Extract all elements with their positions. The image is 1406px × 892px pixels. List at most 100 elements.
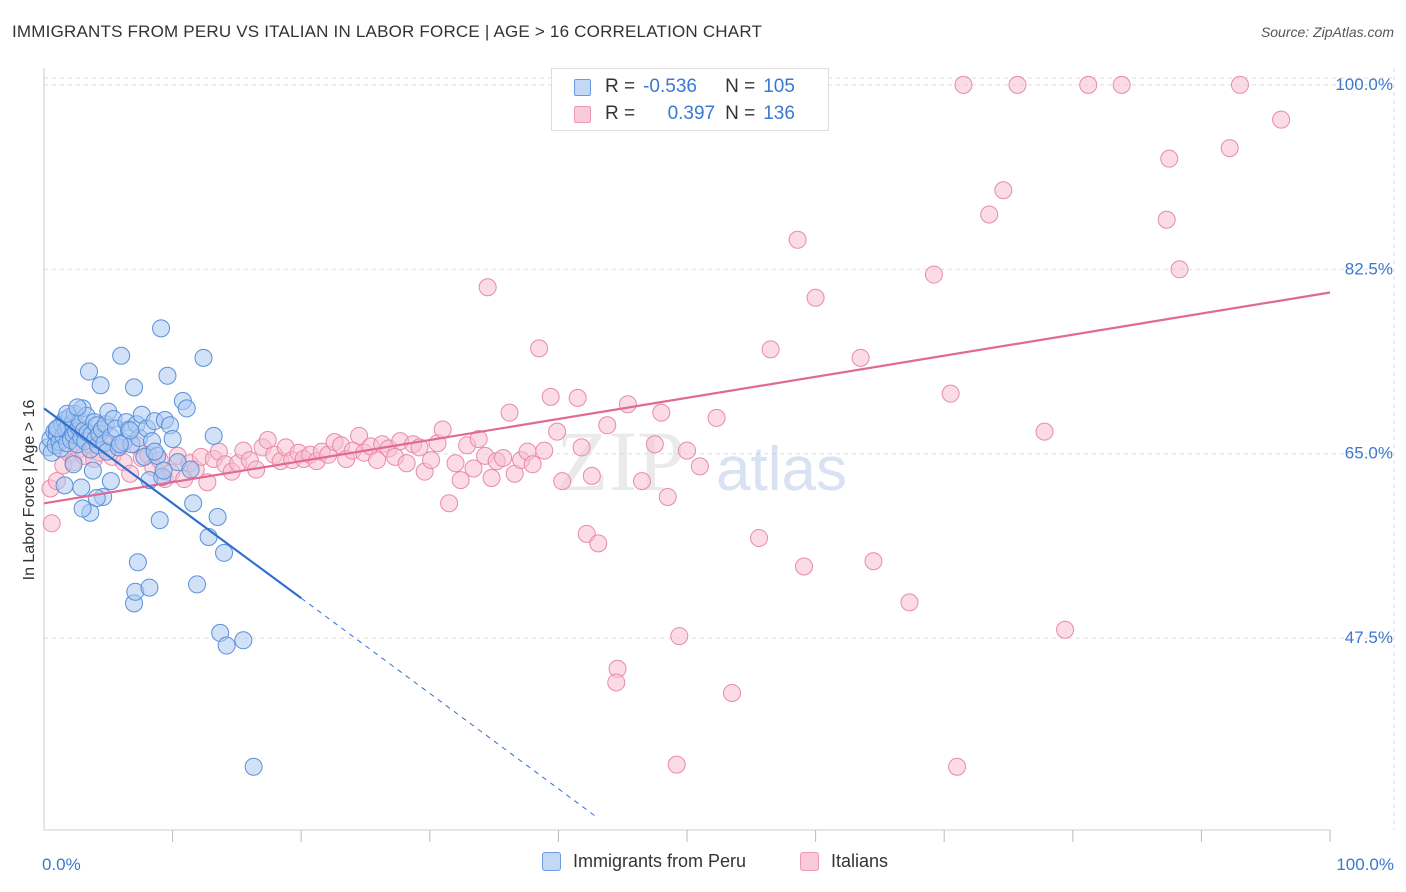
italians-point — [788, 230, 807, 249]
italians-point — [572, 438, 591, 457]
peru-point — [47, 419, 66, 438]
italians-point — [433, 420, 452, 439]
y-tick-label: 82.5% — [1345, 259, 1393, 278]
peru-point — [145, 442, 164, 461]
legend-peru-swatch — [542, 852, 561, 871]
italians-point — [1230, 75, 1249, 94]
peru-point — [217, 636, 236, 655]
italians-point — [761, 340, 780, 359]
italians-point — [553, 472, 572, 491]
italians-point — [440, 494, 459, 513]
correlation-legend: R = -0.536 N = 105 R = 0.397 N = 136 — [551, 68, 829, 131]
italians-point — [667, 755, 686, 774]
trend-lines — [43, 291, 1331, 818]
italians-point — [541, 387, 560, 406]
peru-point — [87, 489, 106, 508]
italians-point — [582, 466, 601, 485]
italians-point — [980, 205, 999, 224]
italians-point — [690, 457, 709, 476]
peru-point — [188, 575, 207, 594]
italians-point — [482, 468, 501, 487]
italians-point — [422, 451, 441, 470]
peru-point — [181, 460, 200, 479]
italians-point — [1220, 139, 1239, 158]
italians-point — [535, 441, 554, 460]
peru-point — [110, 435, 129, 454]
italians-point — [658, 487, 677, 506]
italians-point — [598, 416, 617, 435]
peru-point — [234, 631, 253, 650]
italians-point — [1112, 75, 1131, 94]
peru-point — [215, 543, 234, 562]
italians-point — [948, 757, 967, 776]
peru-r-value: -0.536 — [643, 76, 697, 97]
legend-italians-label: Italians — [831, 851, 889, 871]
watermark-atlas: atlas — [716, 435, 847, 504]
y-tick-label: 47.5% — [1345, 628, 1393, 647]
legend-row-peru: R = -0.536 N = 105 — [574, 75, 795, 99]
italians-point — [924, 265, 943, 284]
italians-trend-line — [43, 291, 1331, 505]
italians-point — [42, 514, 61, 533]
italians-point — [607, 673, 626, 692]
italians-point — [795, 557, 814, 576]
italians-point — [632, 472, 651, 491]
x-tick-label: 0.0% — [42, 855, 81, 874]
peru-point — [177, 399, 196, 418]
peru-point — [72, 478, 91, 497]
italians-point — [994, 181, 1013, 200]
peru-point — [125, 378, 144, 397]
italians-point — [478, 278, 497, 297]
italians-point — [954, 75, 973, 94]
legend-peru-label: Immigrants from Peru — [573, 851, 747, 871]
italians-point — [1170, 260, 1189, 279]
peru-point — [158, 366, 177, 385]
legend-item-italians[interactable]: Italians — [800, 851, 888, 872]
peru-point — [208, 507, 227, 526]
italians-point — [750, 529, 769, 548]
italians-point — [1079, 75, 1098, 94]
peru-point — [140, 578, 159, 597]
italians-point — [707, 408, 726, 427]
italians-point — [523, 455, 542, 474]
peru-point — [101, 472, 120, 491]
italians-point — [568, 388, 587, 407]
peru-point — [152, 319, 171, 338]
italians-point — [464, 459, 483, 478]
italians-r-value: 0.397 — [667, 103, 716, 124]
italians-point — [806, 288, 825, 307]
peru-point — [150, 511, 169, 530]
italians-point — [530, 339, 549, 358]
peru-point — [121, 421, 140, 440]
peru-point — [55, 476, 74, 495]
italians-n-value: 136 — [763, 103, 795, 124]
italians-point — [864, 552, 883, 571]
italians-point — [451, 471, 470, 490]
source-credit: Source: ZipAtlas.com — [1260, 24, 1394, 40]
italians-point — [652, 403, 671, 422]
peru-point — [204, 426, 223, 445]
y-tick-label: 100.0% — [1335, 75, 1393, 94]
italians-point — [723, 683, 742, 702]
peru-r-label: R = — [605, 76, 636, 97]
peru-n-label: N = — [725, 76, 756, 97]
italians-point — [1056, 620, 1075, 639]
legend-item-peru[interactable]: Immigrants from Peru — [542, 851, 746, 872]
chart-title: IMMIGRANTS FROM PERU VS ITALIAN IN LABOR… — [12, 22, 763, 41]
italians-swatch — [574, 105, 591, 123]
italians-point — [670, 627, 689, 646]
italians-point — [548, 422, 567, 441]
legend-italians-swatch — [800, 852, 819, 871]
peru-trend-line — [43, 407, 302, 600]
tick-labels: 100.0% 82.5% 65.0% 47.5% 0.0% 100.0% — [42, 75, 1394, 874]
y-tick-label: 65.0% — [1345, 444, 1393, 463]
x-tick-label: 100.0% — [1336, 855, 1394, 874]
italians-point — [469, 429, 488, 448]
series-legend: Immigrants from Peru Italians — [0, 851, 1406, 877]
peru-point — [83, 461, 102, 480]
italians-point — [1035, 422, 1054, 441]
peru-point — [194, 348, 213, 367]
italians-point — [851, 348, 870, 367]
peru-point — [244, 757, 263, 776]
